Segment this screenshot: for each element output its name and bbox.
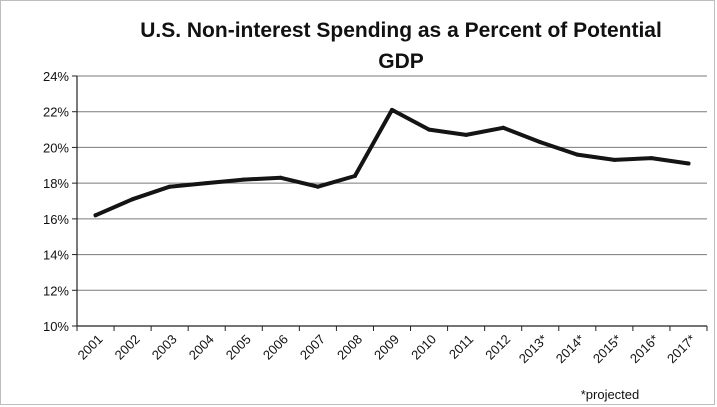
- data-point: [612, 157, 617, 162]
- x-tick-label: 2016*: [627, 332, 662, 367]
- tick-labels: 10% 12% 14% 16% 18% 20% 22% 24% 2001 2002 2003 2004…: [43, 69, 699, 366]
- series-line: [93, 107, 691, 218]
- x-tick-label: 2009: [371, 332, 402, 363]
- x-tick-label: 2017*: [664, 332, 699, 367]
- data-point: [93, 213, 98, 218]
- data-point: [315, 184, 320, 189]
- y-tick-label: 10%: [43, 319, 69, 334]
- y-tick-label: 16%: [43, 212, 69, 227]
- data-point: [130, 197, 135, 202]
- projected-note: *projected: [581, 387, 640, 402]
- y-tick-label: 18%: [43, 176, 69, 191]
- data-point: [204, 181, 209, 186]
- data-point: [390, 107, 394, 112]
- x-tick-label: 2004: [186, 332, 217, 363]
- y-tick-label: 20%: [43, 140, 69, 155]
- x-tick-label: 2005: [223, 332, 254, 363]
- data-point: [464, 132, 469, 137]
- data-point: [649, 156, 654, 161]
- x-tick-label: 2006: [260, 332, 291, 363]
- data-point: [278, 175, 283, 180]
- y-tick-label: 14%: [43, 248, 69, 263]
- y-tick-label: 12%: [43, 283, 69, 298]
- y-tick-label: 24%: [43, 69, 69, 84]
- x-tick-label: 2003: [149, 332, 180, 363]
- x-tick-label: 2007: [297, 332, 328, 363]
- x-tick-label: 2015*: [590, 332, 625, 367]
- x-tick-label: 2002: [112, 332, 143, 363]
- data-point: [427, 127, 432, 132]
- x-tick-label: 2013*: [516, 332, 551, 367]
- x-tick-label: 2014*: [553, 332, 588, 367]
- data-point: [241, 177, 246, 182]
- x-tick-label: 2008: [334, 332, 365, 363]
- series-layer: [93, 107, 691, 218]
- data-point: [352, 174, 357, 178]
- data-point: [575, 152, 580, 157]
- chart-title-line-2: GDP: [378, 50, 424, 73]
- x-tick-label: 2012: [482, 332, 513, 363]
- data-point: [501, 125, 506, 130]
- x-tick-label: 2011: [446, 332, 476, 362]
- axes: [72, 75, 708, 331]
- x-tick-label: 2001: [75, 332, 106, 363]
- data-point: [538, 140, 543, 145]
- x-tick-label: 2010: [408, 332, 439, 363]
- data-point: [686, 161, 691, 166]
- chart-title-line-1: U.S. Non-interest Spending as a Percent …: [140, 19, 662, 42]
- data-point: [167, 184, 172, 189]
- y-tick-label: 22%: [43, 105, 69, 120]
